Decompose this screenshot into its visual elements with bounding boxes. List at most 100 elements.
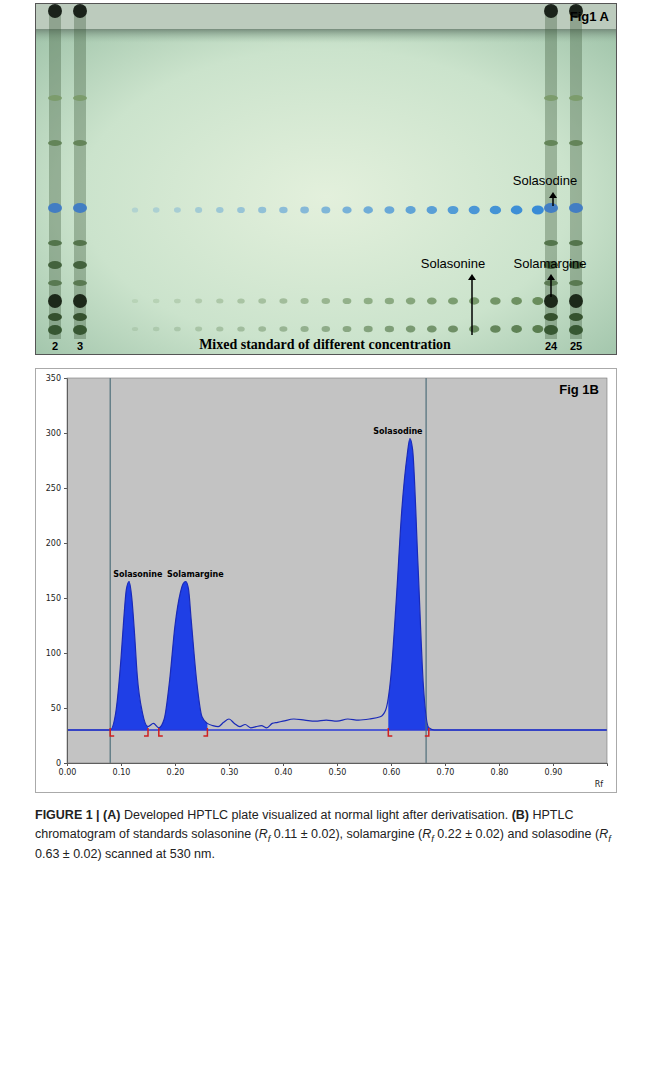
tick: 0.10 bbox=[113, 763, 131, 777]
plate bbox=[36, 4, 617, 355]
sample-band bbox=[73, 140, 87, 146]
caption-text: R bbox=[599, 827, 608, 841]
tick: 0.00 bbox=[59, 763, 77, 777]
tick: 250 bbox=[46, 484, 67, 493]
tick-label: 0.10 bbox=[113, 768, 131, 777]
standard-spot bbox=[469, 325, 479, 332]
standard-spot bbox=[300, 207, 309, 214]
standard-spot bbox=[300, 326, 308, 332]
tick-label: 350 bbox=[46, 374, 61, 383]
panel-label: Fig1 A bbox=[570, 9, 610, 24]
standard-spot bbox=[195, 327, 202, 332]
tick: 0.20 bbox=[167, 763, 185, 777]
standard-spot bbox=[174, 207, 181, 213]
sample-band bbox=[544, 240, 558, 246]
tick: 100 bbox=[46, 649, 67, 658]
standard-spot bbox=[132, 299, 138, 303]
tick: 350 bbox=[46, 374, 67, 383]
tick-mark bbox=[283, 763, 284, 766]
standard-spot bbox=[427, 206, 438, 214]
tick: 0.60 bbox=[383, 763, 401, 777]
signal-line bbox=[67, 439, 607, 731]
standard-spot bbox=[195, 207, 202, 213]
tick-label: 0.60 bbox=[383, 768, 401, 777]
integration-mark bbox=[110, 728, 114, 736]
standard-spot bbox=[384, 206, 394, 214]
standard-spot bbox=[343, 298, 352, 304]
standard-spot bbox=[448, 325, 458, 332]
standard-spot bbox=[343, 326, 352, 332]
sample-lane bbox=[49, 6, 61, 339]
standard-spot bbox=[511, 297, 522, 305]
tick-mark bbox=[64, 708, 67, 709]
tick-mark bbox=[64, 433, 67, 434]
caption-text: f bbox=[268, 833, 271, 843]
annotation: Solamargine bbox=[514, 256, 587, 271]
sample-band bbox=[569, 240, 583, 246]
standard-spot bbox=[490, 325, 501, 333]
integration-mark bbox=[159, 728, 163, 736]
sample-band bbox=[48, 240, 62, 246]
standard-spot bbox=[153, 299, 160, 303]
tick-label: 0.90 bbox=[545, 768, 563, 777]
sample-band bbox=[544, 203, 558, 213]
tick: 0.30 bbox=[221, 763, 239, 777]
panel-a: SolasodineSolasonineSolamargine232425Mix… bbox=[35, 3, 617, 355]
sample-band bbox=[569, 325, 583, 335]
standard-spot bbox=[279, 298, 287, 304]
sample-band bbox=[73, 203, 87, 213]
caption-text: Developed HPTLC plate visualized at norm… bbox=[120, 808, 511, 822]
sample-band bbox=[544, 313, 558, 321]
standard-spot bbox=[469, 297, 479, 304]
standard-spot bbox=[132, 207, 138, 212]
sample-band bbox=[48, 261, 62, 269]
standard-spot bbox=[385, 298, 394, 305]
standard-spot bbox=[237, 298, 245, 303]
lane-label: 24 bbox=[545, 340, 558, 352]
standard-spot bbox=[174, 327, 181, 332]
tick-label: 300 bbox=[46, 429, 61, 438]
tick-mark bbox=[229, 763, 230, 766]
tick-mark bbox=[499, 763, 500, 766]
standard-spot bbox=[427, 326, 437, 333]
sample-band bbox=[569, 140, 583, 146]
vertical-line bbox=[426, 378, 427, 763]
sample-band bbox=[48, 140, 62, 146]
standard-spot bbox=[153, 327, 160, 331]
plot-frame bbox=[67, 378, 607, 763]
standard-spot bbox=[490, 206, 501, 215]
tick-mark bbox=[64, 543, 67, 544]
caption-text: 0.22 ± 0.02) and solasodine ( bbox=[434, 827, 599, 841]
standard-spot bbox=[216, 327, 223, 332]
tick-label: 0.70 bbox=[437, 768, 455, 777]
tick: 0.80 bbox=[491, 763, 509, 777]
annotation: Solasonine bbox=[421, 256, 485, 271]
axis-line bbox=[68, 764, 608, 767]
standard-spot bbox=[216, 299, 223, 304]
tick-mark bbox=[553, 763, 554, 766]
arrow-head bbox=[547, 274, 555, 280]
tick-mark bbox=[64, 378, 67, 379]
standard-spot bbox=[532, 297, 543, 305]
tick-label: 150 bbox=[46, 594, 61, 603]
sample-band bbox=[73, 313, 87, 321]
sample-band bbox=[48, 203, 62, 213]
standard-spot bbox=[322, 326, 331, 332]
standard-spot bbox=[153, 207, 160, 212]
panel-frame bbox=[36, 369, 617, 793]
standard-spot bbox=[321, 207, 330, 214]
standard-spot bbox=[406, 298, 416, 305]
standard-spot bbox=[132, 327, 138, 331]
standard-spot bbox=[258, 326, 266, 331]
tick-label: 0.50 bbox=[329, 768, 347, 777]
tick-label: 100 bbox=[46, 649, 61, 658]
integration-mark bbox=[144, 728, 148, 736]
peak-area bbox=[159, 439, 208, 731]
standard-spot bbox=[448, 206, 459, 214]
standard-spot bbox=[448, 297, 458, 304]
tick: 0.40 bbox=[275, 763, 293, 777]
standard-spot bbox=[279, 326, 287, 332]
arrow bbox=[550, 278, 552, 297]
sample-band bbox=[569, 280, 583, 286]
panel-b: 0.00 0.10 0.20 0.30 0.40 0.50 0.60 0.70 0.80 0.90… bbox=[35, 368, 617, 793]
